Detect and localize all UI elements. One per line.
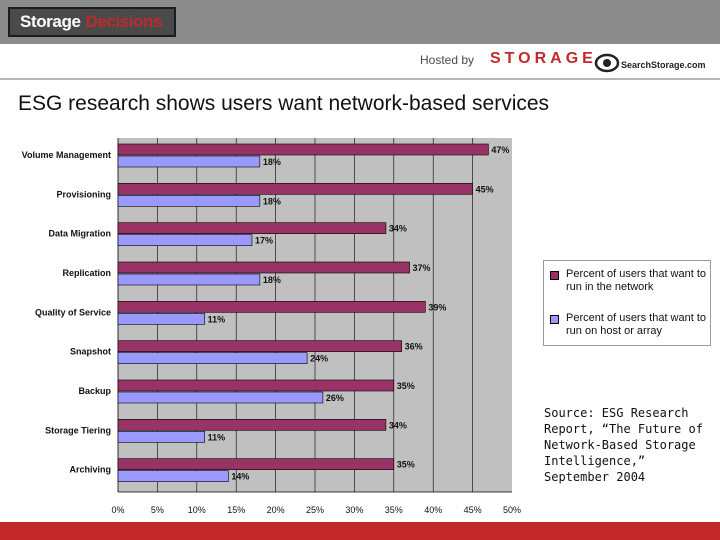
- bar-network: [117, 419, 387, 431]
- bar-host: [117, 155, 261, 168]
- value-label: 18%: [263, 157, 281, 167]
- category-label: Quality of Service: [35, 307, 111, 317]
- bar-host: [117, 391, 324, 404]
- value-label: 35%: [397, 381, 415, 391]
- bar-network: [117, 183, 473, 195]
- x-tick-label: 10%: [188, 505, 206, 515]
- value-label: 18%: [263, 196, 281, 206]
- legend-label-host: Percent of users that want to run on hos…: [566, 312, 707, 337]
- bar-host: [117, 431, 205, 443]
- chart-legend: Percent of users that want to run in the…: [543, 260, 711, 346]
- value-label: 34%: [389, 420, 407, 430]
- searchstorage-logo: SearchStorage.com: [621, 60, 706, 70]
- bottom-banner: [0, 522, 720, 540]
- category-label: Storage Tiering: [45, 425, 111, 435]
- value-label: 34%: [389, 224, 407, 234]
- legend-item-network: Percent of users that want to run in the…: [550, 268, 716, 294]
- bar-network: [117, 301, 426, 313]
- top-banner: Storage Decisions: [0, 0, 720, 44]
- slide-title: ESG research shows users want network-ba…: [18, 92, 550, 115]
- x-tick-label: 45%: [464, 505, 482, 515]
- x-tick-label: 5%: [151, 505, 164, 515]
- x-tick-label: 15%: [227, 505, 245, 515]
- category-labels: Volume Management Provisioning Data Migrat…: [22, 150, 112, 475]
- x-tick-label: 35%: [385, 505, 403, 515]
- x-tick-label: 25%: [306, 505, 324, 515]
- bar-network: [117, 340, 402, 352]
- bar-host: [117, 470, 229, 482]
- value-label: 45%: [476, 184, 494, 194]
- bar-host: [117, 195, 261, 207]
- value-label: 35%: [397, 460, 415, 470]
- value-label: 18%: [263, 275, 281, 285]
- logo-text-storage: Storage: [20, 12, 81, 31]
- source-citation: Source: ESG Research Report, “The Future…: [544, 406, 703, 484]
- value-label: 14%: [231, 472, 249, 482]
- category-label: Backup: [78, 386, 111, 396]
- category-label: Replication: [62, 268, 111, 278]
- x-tick-labels: 0% 5% 10% 15% 20% 25% 30% 35% 40% 45% 50%: [111, 505, 521, 515]
- category-label: Snapshot: [70, 347, 111, 357]
- x-tick-label: 40%: [424, 505, 442, 515]
- x-tick-label: 30%: [345, 505, 363, 515]
- value-label: 47%: [491, 145, 509, 155]
- value-label: 37%: [413, 263, 431, 273]
- legend-label-network: Percent of users that want to run in the…: [566, 268, 707, 293]
- hosted-by-row: Hosted by STORAGE SearchStorage.com: [0, 44, 720, 80]
- category-label: Archiving: [69, 465, 111, 475]
- bar-host: [117, 234, 253, 246]
- bar-network: [117, 222, 387, 234]
- value-label: 24%: [310, 354, 328, 364]
- category-label: Data Migration: [48, 229, 111, 239]
- storage-decisions-logo: Storage Decisions: [8, 7, 176, 37]
- value-label: 11%: [208, 314, 226, 324]
- value-labels: 47% 18% 45% 18% 34% 17% 37% 18% 39% 11% 36% 24% 35% 2…: [208, 145, 510, 482]
- value-label: 17%: [255, 236, 273, 246]
- category-label: Provisioning: [56, 189, 111, 199]
- legend-swatch-network: [550, 271, 559, 280]
- bar-network: [117, 458, 395, 470]
- eye-logo-icon: [594, 53, 620, 73]
- bars: [117, 143, 489, 482]
- storage-magazine-logo: STORAGE: [490, 50, 597, 67]
- legend-item-host: Percent of users that want to run on hos…: [550, 312, 716, 338]
- bar-network: [117, 379, 395, 392]
- x-tick-label: 0%: [111, 505, 124, 515]
- category-label: Volume Management: [22, 150, 111, 160]
- value-label: 39%: [428, 302, 446, 312]
- bar-host: [117, 273, 261, 286]
- bar-host: [117, 352, 308, 364]
- logo-text-decisions: Decisions: [85, 12, 163, 31]
- value-label: 36%: [405, 342, 423, 352]
- bar-host: [117, 313, 205, 325]
- bar-network: [117, 261, 410, 274]
- bar-network: [117, 143, 489, 156]
- x-tick-label: 20%: [267, 505, 285, 515]
- legend-swatch-host: [550, 315, 559, 324]
- value-label: 26%: [326, 393, 344, 403]
- value-label: 11%: [208, 432, 226, 442]
- hosted-by-text: Hosted by: [420, 53, 475, 67]
- x-tick-label: 50%: [503, 505, 521, 515]
